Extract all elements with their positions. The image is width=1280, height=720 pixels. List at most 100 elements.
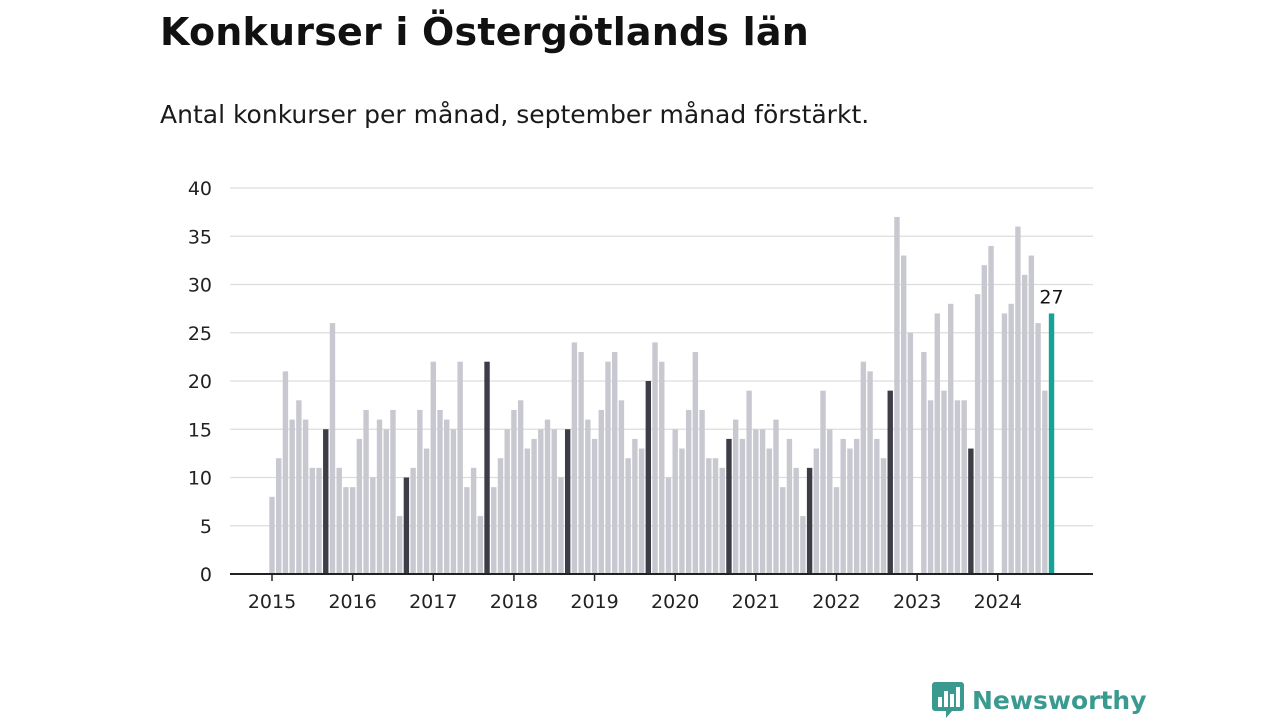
- bar-2022-5: [860, 361, 867, 574]
- bar-2020-9: [726, 438, 732, 574]
- bar-2023-12: [988, 245, 994, 574]
- bar-2020-10: [732, 419, 739, 574]
- bar-2015-9: [323, 429, 329, 574]
- bar-2019-10: [652, 342, 658, 574]
- bar-2022-12: [907, 332, 914, 574]
- bar-chart: 0 5 10 15 20 25 30 35 40 27 2015 2016 2017 2018 2019 20…: [188, 178, 1093, 613]
- bar-2022-4: [853, 438, 860, 574]
- bar-2023-7: [954, 400, 961, 574]
- data-label-latest: 27: [1039, 286, 1063, 308]
- y-tick-label: 0: [200, 564, 212, 586]
- bar-2017-8: [477, 516, 484, 574]
- bar-2017-4: [450, 429, 457, 574]
- bar-2024-5: [1021, 274, 1028, 574]
- bar-2020-8: [719, 467, 725, 574]
- bar-2017-11: [497, 458, 504, 574]
- bar-2023-9: [968, 448, 974, 574]
- chart-title: Konkurser i Östergötlands län: [160, 10, 809, 54]
- bar-2022-8: [880, 458, 887, 574]
- bar-2019-11: [659, 361, 665, 574]
- x-tick-label: 2015: [248, 591, 296, 613]
- bar-2019-12: [665, 477, 672, 574]
- x-tick-label: 2020: [651, 591, 699, 613]
- brand-logo: Newsworthy: [932, 682, 1147, 718]
- bar-2020-12: [746, 390, 752, 574]
- bar-2018-7: [551, 429, 557, 574]
- bar-2017-9: [484, 361, 490, 574]
- x-tick-label: 2018: [490, 591, 538, 613]
- x-tick-label: 2021: [732, 591, 780, 613]
- y-tick-label: 20: [188, 371, 212, 393]
- y-tick-label: 40: [188, 178, 212, 200]
- bar-2016-4: [370, 477, 376, 574]
- bar-2015-3: [282, 371, 289, 574]
- bar-2021-11: [820, 390, 826, 574]
- bar-2023-5: [941, 390, 947, 574]
- bar-2017-2: [437, 409, 443, 574]
- bar-2020-6: [706, 458, 712, 574]
- bar-2024-8: [1042, 390, 1048, 574]
- bar-2016-10: [410, 467, 416, 574]
- bar-2019-9: [645, 381, 652, 574]
- bar-2017-6: [464, 487, 470, 574]
- x-tick-label: 2019: [570, 591, 618, 613]
- bar-2016-6: [383, 429, 389, 574]
- bar-2015-12: [343, 487, 349, 574]
- bar-2015-6: [302, 419, 309, 574]
- bar-2021-9: [806, 467, 813, 574]
- bar-2021-8: [800, 516, 806, 574]
- bar-2015-10: [329, 323, 336, 574]
- x-tick-label: 2016: [328, 591, 376, 613]
- bar-2018-8: [558, 477, 564, 574]
- bar-2018-12: [585, 419, 591, 574]
- bar-2018-2: [517, 400, 524, 574]
- bar-2018-9: [564, 429, 571, 574]
- bar-2016-5: [376, 419, 383, 574]
- bar-2016-2: [356, 438, 363, 574]
- bar-2015-8: [316, 467, 322, 574]
- bar-2023-10: [974, 294, 981, 574]
- bar-2021-6: [786, 438, 793, 574]
- bar-2021-10: [813, 448, 820, 574]
- chart-subtitle: Antal konkurser per månad, september mån…: [160, 100, 870, 129]
- bar-2015-2: [276, 458, 282, 574]
- bar-2020-5: [699, 409, 705, 574]
- bar-2019-1: [591, 438, 598, 574]
- bar-2024-7: [1035, 323, 1041, 574]
- bar-2016-12: [423, 448, 430, 574]
- bar-2021-7: [793, 467, 799, 574]
- bar-2021-3: [766, 448, 772, 574]
- bar-2020-4: [692, 352, 699, 574]
- bar-2017-7: [470, 467, 477, 574]
- bar-2016-9: [403, 477, 410, 574]
- bar-2024-4: [1015, 226, 1021, 574]
- bar-2022-1: [833, 487, 840, 574]
- bar-2015-7: [309, 467, 316, 574]
- bar-2024-6: [1028, 255, 1035, 575]
- bar-2018-1: [511, 409, 517, 574]
- bar-2019-7: [632, 438, 638, 574]
- bar-2019-8: [638, 448, 645, 574]
- x-tick-label: 2024: [974, 591, 1022, 613]
- bar-2021-5: [780, 487, 786, 574]
- bar-2017-12: [504, 429, 510, 574]
- bar-2016-7: [390, 409, 396, 574]
- bar-2019-4: [612, 352, 618, 574]
- bar-2020-11: [739, 438, 746, 574]
- bar-2021-12: [827, 429, 833, 574]
- bar-2023-3: [927, 400, 934, 574]
- bar-2017-5: [457, 361, 463, 574]
- y-tick-label: 5: [200, 516, 212, 538]
- y-tick-label: 35: [188, 226, 212, 248]
- bar-2018-10: [571, 342, 578, 574]
- bar-2023-8: [961, 400, 967, 574]
- bar-2018-11: [578, 352, 584, 574]
- bar-2017-10: [491, 487, 497, 574]
- bar-2022-3: [847, 448, 853, 574]
- bar-2020-3: [685, 409, 692, 574]
- bar-2015-1: [269, 496, 275, 574]
- bar-2022-11: [900, 255, 907, 575]
- bar-2023-4: [934, 313, 940, 574]
- bar-2021-4: [773, 419, 779, 574]
- y-tick-label: 15: [188, 419, 212, 441]
